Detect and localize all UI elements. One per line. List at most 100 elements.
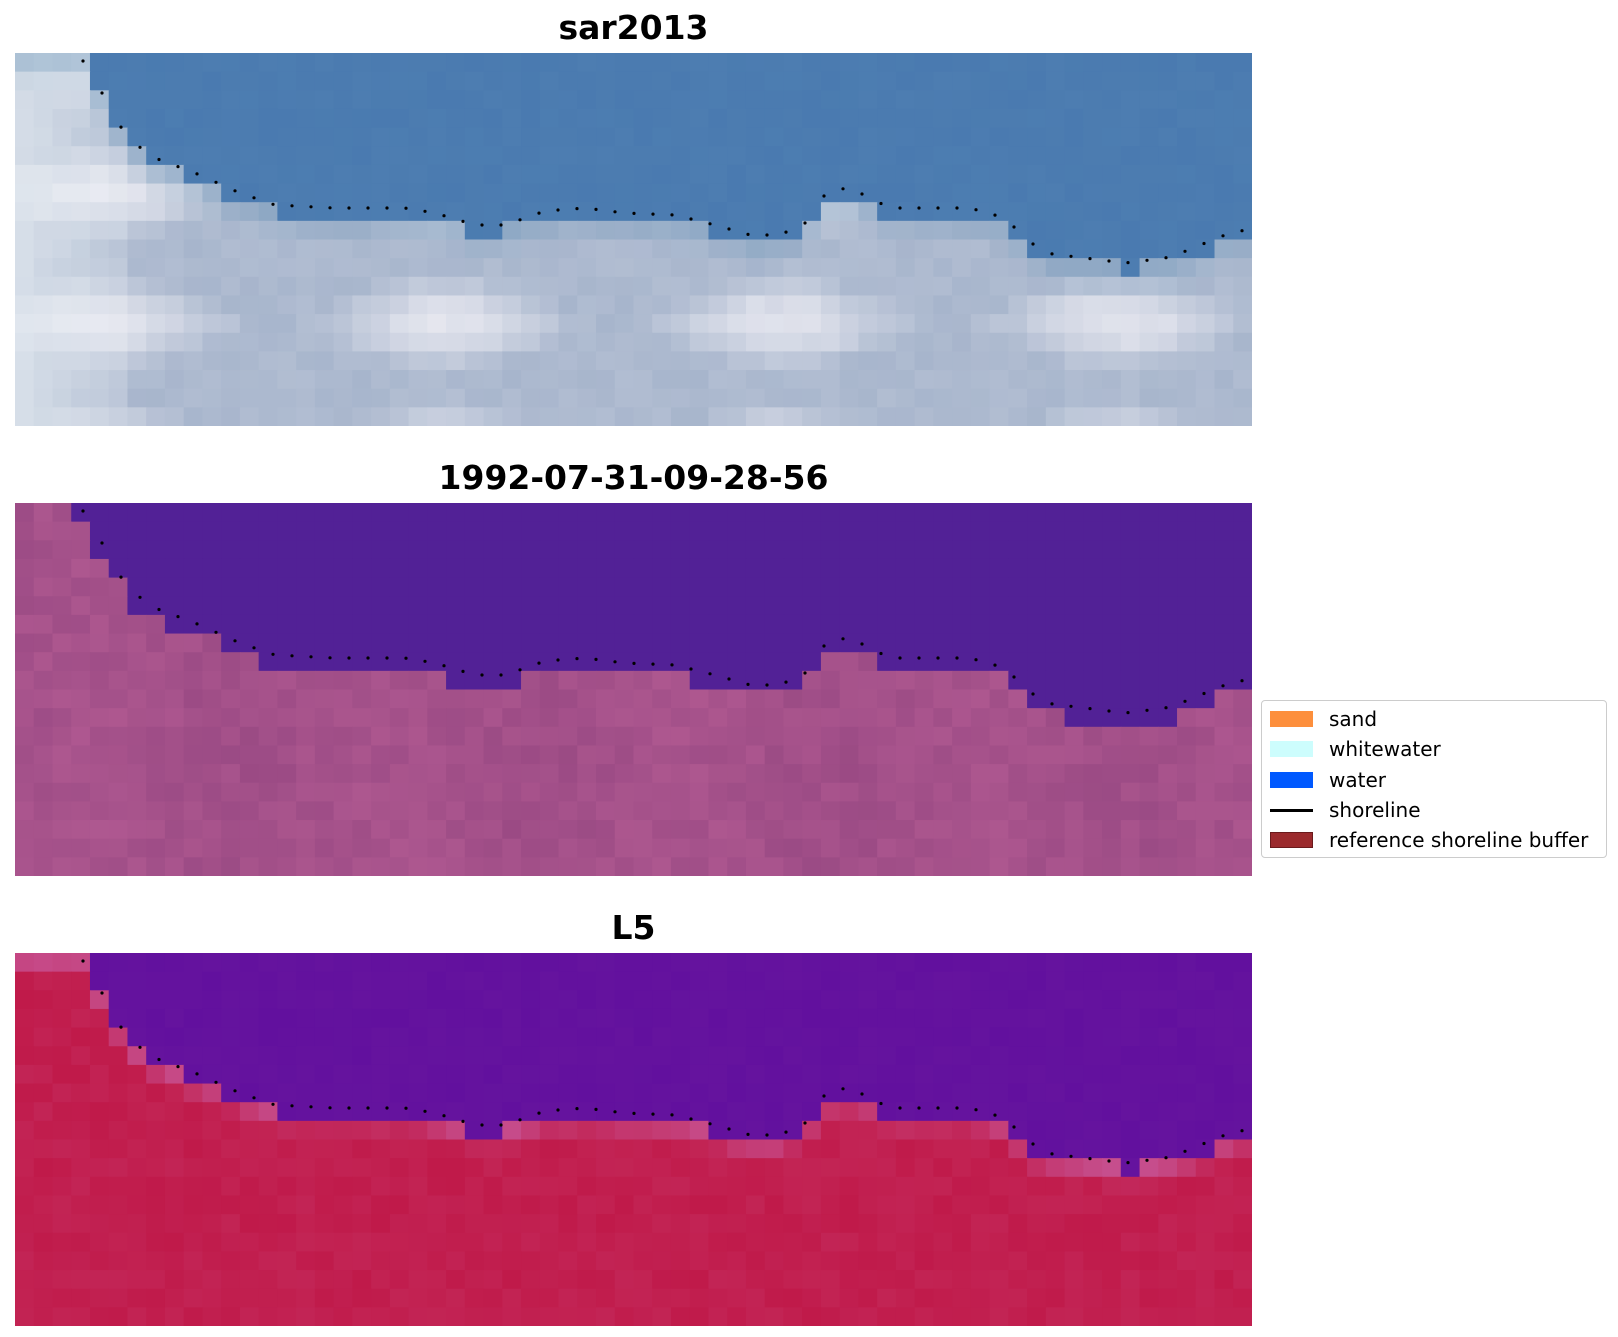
image-pixel — [1045, 1083, 1066, 1103]
image-pixel — [71, 388, 91, 408]
image-pixel — [146, 90, 166, 110]
image-pixel — [1102, 1139, 1122, 1159]
image-pixel — [689, 1027, 710, 1047]
image-pixel — [521, 239, 541, 259]
image-pixel — [783, 220, 803, 241]
image-pixel — [1195, 614, 1216, 635]
image-pixel — [952, 332, 972, 352]
image-pixel — [108, 953, 129, 973]
shoreline-dot — [138, 595, 142, 599]
panel-title-1: sar2013 — [558, 8, 709, 47]
image-pixel — [745, 146, 766, 166]
image-pixel — [764, 90, 785, 110]
image-pixel — [1008, 1214, 1028, 1234]
image-pixel — [221, 558, 241, 579]
image-pixel — [352, 407, 372, 426]
image-pixel — [820, 90, 841, 110]
image-pixel — [989, 183, 1009, 203]
image-pixel — [820, 258, 841, 278]
image-pixel — [521, 689, 541, 709]
image-pixel — [802, 652, 822, 672]
image-pixel — [127, 820, 147, 840]
image-pixel — [239, 521, 260, 541]
image-pixel — [371, 370, 391, 390]
image-panel-sar2013 — [15, 53, 1252, 426]
image-pixel — [1233, 857, 1252, 876]
image-pixel — [614, 764, 635, 784]
image-pixel — [1008, 503, 1028, 523]
image-pixel — [633, 164, 653, 185]
shoreline-dot — [309, 1105, 313, 1109]
image-pixel — [221, 782, 241, 802]
image-pixel — [427, 614, 447, 635]
image-pixel — [164, 670, 185, 691]
image-pixel — [146, 652, 166, 672]
image-pixel — [1233, 332, 1252, 352]
image-pixel — [183, 258, 204, 278]
image-pixel — [1195, 971, 1216, 991]
image-pixel — [1064, 258, 1084, 278]
image-pixel — [652, 1270, 672, 1290]
image-pixel — [1008, 202, 1028, 222]
image-pixel — [952, 1064, 972, 1085]
image-pixel — [446, 164, 466, 185]
image-pixel — [783, 388, 803, 408]
image-pixel — [239, 90, 260, 110]
image-pixel — [633, 689, 653, 709]
image-pixel — [108, 1232, 129, 1252]
image-pixel — [296, 1158, 316, 1178]
image-pixel — [933, 71, 953, 91]
image-pixel — [183, 146, 204, 166]
image-pixel — [277, 1158, 297, 1178]
image-pixel — [352, 820, 372, 840]
image-pixel — [558, 652, 578, 672]
image-pixel — [1120, 90, 1141, 110]
image-pixel — [202, 953, 222, 973]
image-pixel — [239, 220, 260, 241]
image-pixel — [389, 633, 410, 653]
image-pixel — [239, 1120, 260, 1141]
image-pixel — [108, 990, 129, 1010]
image-pixel — [783, 670, 803, 691]
shoreline-dot — [328, 656, 332, 660]
image-pixel — [464, 521, 485, 541]
image-pixel — [408, 127, 428, 147]
image-pixel — [464, 745, 485, 765]
image-pixel — [858, 820, 878, 840]
shoreline-dot — [1088, 1157, 1092, 1161]
image-pixel — [146, 202, 166, 222]
image-pixel — [577, 239, 597, 259]
image-pixel — [1027, 1120, 1047, 1141]
image-pixel — [839, 1139, 860, 1159]
image-pixel — [596, 990, 616, 1010]
image-pixel — [670, 90, 691, 110]
image-pixel — [108, 220, 129, 241]
image-pixel — [164, 164, 185, 185]
image-pixel — [858, 971, 878, 991]
image-pixel — [914, 295, 934, 315]
image-pixel — [464, 127, 485, 147]
image-pixel — [745, 183, 766, 203]
image-pixel — [708, 503, 728, 523]
image-pixel — [764, 652, 785, 672]
shoreline-dot — [803, 671, 807, 675]
image-pixel — [314, 71, 335, 91]
image-pixel — [539, 53, 560, 73]
image-pixel — [33, 596, 54, 616]
image-pixel — [558, 596, 578, 616]
image-pixel — [577, 1232, 597, 1252]
image-pixel — [408, 820, 428, 840]
image-pixel — [146, 220, 166, 241]
image-pixel — [820, 1176, 841, 1197]
image-pixel — [89, 1270, 110, 1290]
image-pixel — [1120, 1214, 1141, 1234]
image-pixel — [802, 1270, 822, 1290]
image-pixel — [1083, 1307, 1103, 1326]
image-pixel — [970, 1270, 991, 1290]
image-pixel — [783, 1008, 803, 1029]
image-pixel — [108, 1214, 129, 1234]
image-pixel — [127, 838, 147, 858]
shoreline-dot — [1240, 679, 1244, 683]
image-pixel — [1045, 540, 1066, 560]
image-pixel — [164, 295, 185, 315]
